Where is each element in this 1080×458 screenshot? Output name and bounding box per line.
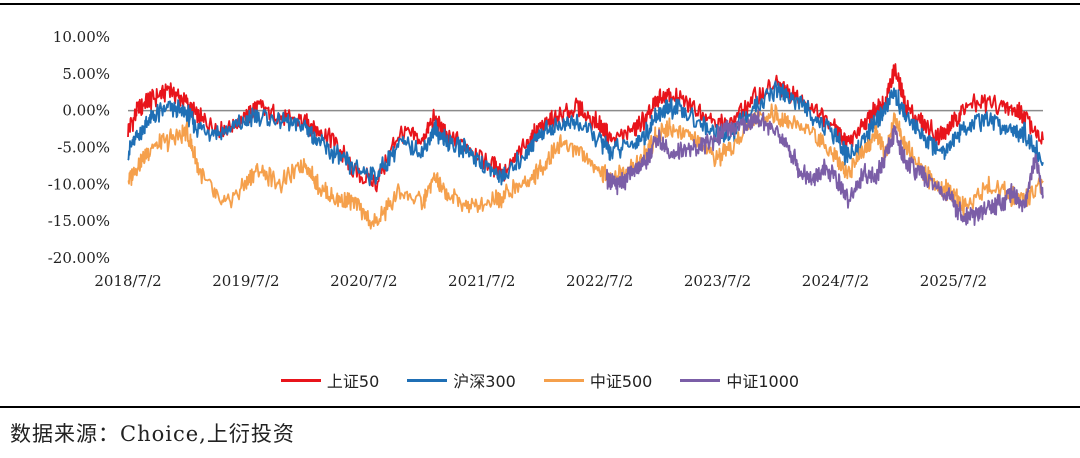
legend-item: 沪深300 — [407, 368, 516, 392]
y-tick-label: -5.00% — [57, 139, 110, 157]
source-note: 数据来源：Choice,上衍投资 — [10, 422, 295, 446]
top-rule — [0, 3, 1080, 5]
x-tick-label: 2021/7/2 — [448, 272, 515, 290]
legend-label: 中证500 — [589, 372, 653, 391]
series-line-4 — [605, 109, 1044, 227]
x-tick-label: 2023/7/2 — [684, 272, 751, 290]
y-tick-label: -10.00% — [48, 175, 110, 193]
x-tick-label: 2024/7/2 — [802, 272, 869, 290]
y-tick-label: -20.00% — [48, 249, 110, 267]
legend-swatch — [680, 378, 721, 382]
series-line-3 — [127, 103, 1044, 230]
series-line-2 — [127, 80, 1044, 187]
legend-label: 沪深300 — [453, 372, 516, 391]
legend-swatch — [407, 378, 448, 382]
chart-legend: 上证50 沪深300 中证500 中证1000 — [0, 368, 1080, 392]
legend-label: 上证50 — [326, 372, 380, 391]
legend-item: 中证500 — [543, 368, 653, 392]
y-tick-label: 0.00% — [62, 102, 110, 120]
x-tick-label: 2025/7/2 — [920, 272, 987, 290]
legend-swatch — [543, 378, 584, 382]
x-tick-label: 2019/7/2 — [212, 272, 279, 290]
x-tick-label: 2022/7/2 — [566, 272, 633, 290]
chart-plot: 10.00% 5.00% 0.00% -5.00% -10.00% -15.00% -20.… — [48, 28, 1044, 290]
y-tick-label: 10.00% — [53, 28, 110, 46]
legend-label: 中证1000 — [726, 372, 800, 391]
legend-item: 中证1000 — [680, 368, 799, 392]
y-tick-label: 5.00% — [62, 65, 110, 83]
x-tick-label: 2020/7/2 — [330, 272, 397, 290]
legend-item: 上证50 — [280, 368, 380, 392]
bottom-rule — [0, 406, 1080, 408]
legend-swatch — [280, 378, 321, 382]
x-tick-label: 2018/7/2 — [94, 272, 161, 290]
y-tick-label: -15.00% — [48, 212, 110, 230]
